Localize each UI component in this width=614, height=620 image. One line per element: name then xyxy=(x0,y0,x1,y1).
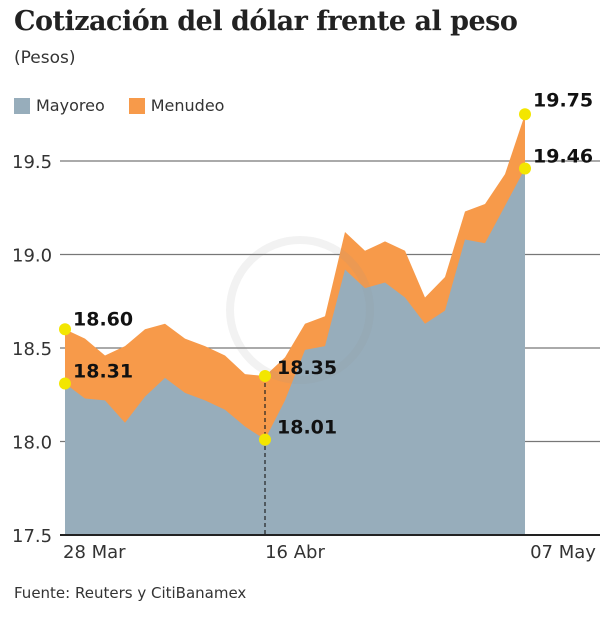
y-tick-label: 18.5 xyxy=(12,339,52,360)
legend-item-mayoreo: Mayoreo xyxy=(14,96,105,115)
source-note: Fuente: Reuters y CitiBanamex xyxy=(14,584,247,602)
y-tick-label: 19.0 xyxy=(12,246,52,267)
data-point-marker xyxy=(59,323,71,336)
legend-label-mayoreo: Mayoreo xyxy=(36,96,105,115)
legend-item-menudeo: Menudeo xyxy=(128,96,225,115)
data-label: 18.60 xyxy=(73,308,133,330)
chart-title: Cotización del dólar frente al peso xyxy=(14,6,518,37)
data-point-marker xyxy=(259,370,271,383)
data-label: 18.35 xyxy=(277,357,337,379)
data-point-marker xyxy=(259,433,271,446)
y-tick-label: 19.5 xyxy=(12,152,52,173)
data-label: 19.46 xyxy=(533,145,593,167)
x-tick-label: 28 Mar xyxy=(63,542,126,563)
data-label: 18.31 xyxy=(73,361,133,383)
legend-swatch-menudeo xyxy=(128,97,145,114)
legend-swatch-mayoreo xyxy=(14,97,30,114)
watermark-seal-icon xyxy=(226,236,374,384)
x-tick-label: 07 May xyxy=(530,542,596,563)
data-label: 19.75 xyxy=(533,89,593,111)
y-tick-label: 17.5 xyxy=(12,526,52,547)
y-tick-label: 18.0 xyxy=(12,433,52,454)
data-point-marker xyxy=(519,162,531,175)
data-point-marker xyxy=(519,108,531,121)
data-label: 18.01 xyxy=(277,417,337,439)
area-mayoreo xyxy=(65,168,525,536)
chart-subtitle: (Pesos) xyxy=(14,48,76,68)
data-point-marker xyxy=(59,377,71,390)
legend: Mayoreo Menudeo xyxy=(14,96,224,115)
x-tick-label: 16 Abr xyxy=(265,542,325,563)
legend-label-menudeo: Menudeo xyxy=(150,96,225,115)
